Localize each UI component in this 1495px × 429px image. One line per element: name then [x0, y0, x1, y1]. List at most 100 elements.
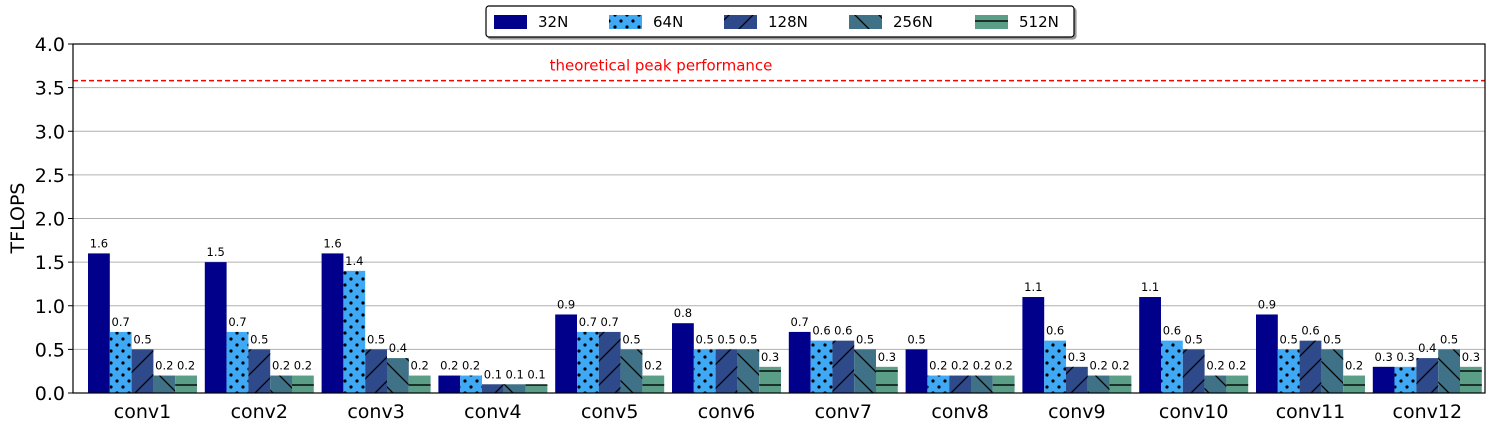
data-label: 0.5	[1440, 332, 1458, 346]
bar-conv4-32N	[438, 375, 461, 393]
bars	[88, 253, 1482, 393]
bar-hatch	[971, 375, 993, 393]
data-label: 0.5	[622, 332, 640, 346]
data-label: 0.2	[1090, 359, 1108, 373]
data-label: 0.2	[155, 359, 173, 373]
data-label: 0.3	[1396, 350, 1414, 364]
data-label: 0.3	[1462, 350, 1480, 364]
data-label: 0.6	[1301, 324, 1319, 338]
bar-hatch	[153, 375, 176, 393]
y-tick-label: 3.5	[35, 78, 65, 100]
bar-hatch	[598, 331, 621, 393]
reference-line-label: theoretical peak performance	[550, 57, 773, 75]
data-label: 0.8	[674, 306, 692, 320]
legend-swatch-hatch	[724, 15, 757, 29]
x-category-labels: conv1 conv2 conv3 conv4 conv5 conv6 conv7 conv8…	[114, 401, 1462, 423]
bar-hatch	[577, 331, 599, 393]
bar-hatch	[1460, 366, 1482, 393]
x-tick-label: conv8	[931, 401, 988, 423]
data-label: 0.2	[995, 359, 1013, 373]
data-label: 0.5	[1280, 332, 1298, 346]
data-label: 0.3	[761, 350, 779, 364]
x-tick-label: conv12	[1393, 401, 1463, 423]
data-label: 1.5	[207, 245, 225, 259]
bar-hatch	[832, 340, 855, 393]
data-label: 0.5	[856, 332, 874, 346]
bar-hatch	[927, 375, 950, 393]
bar-hatch	[1343, 375, 1365, 393]
legend-label: 64N	[653, 13, 683, 31]
bar-conv7-32N	[788, 331, 811, 393]
data-label: 0.9	[557, 297, 575, 311]
data-label: 0.5	[717, 332, 735, 346]
bar-conv12-32N	[1372, 366, 1395, 393]
x-tick-label: conv2	[231, 401, 288, 423]
data-label: 0.2	[644, 359, 662, 373]
y-tick-label: 0.5	[35, 339, 65, 361]
data-label: 0.5	[907, 332, 925, 346]
data-label: 0.2	[973, 359, 991, 373]
legend: 32N 64N 128N 256N 512N	[485, 5, 1075, 38]
bar-hatch	[525, 384, 548, 393]
bar-hatch	[343, 270, 366, 393]
data-label: 0.2	[177, 359, 195, 373]
data-label: 1.6	[323, 236, 341, 250]
data-label: 0.5	[367, 332, 385, 346]
x-tick-label: conv11	[1276, 401, 1346, 423]
data-label: 0.4	[389, 341, 407, 355]
legend-label: 32N	[538, 13, 568, 31]
bar-hatch	[1109, 375, 1132, 393]
x-tick-label: conv4	[464, 401, 521, 423]
bar-conv8-32N	[905, 349, 928, 393]
data-label: 0.2	[1228, 359, 1246, 373]
data-label: 1.1	[1024, 280, 1042, 294]
x-tick-label: conv7	[815, 401, 872, 423]
data-label: 0.6	[1163, 324, 1181, 338]
legend-label: 512N	[1019, 13, 1059, 31]
bar-hatch	[1087, 375, 1110, 393]
bar-hatch	[408, 375, 431, 393]
data-label: 0.2	[440, 359, 458, 373]
bar-hatch	[387, 358, 409, 393]
bar-hatch	[1299, 340, 1322, 393]
data-label: 0.7	[601, 315, 619, 329]
data-label: 0.5	[1323, 332, 1341, 346]
data-label: 0.2	[272, 359, 290, 373]
data-label: 1.6	[90, 236, 108, 250]
bar-conv2-32N	[204, 262, 227, 393]
y-axis-label: TFLOPS	[7, 183, 29, 255]
data-label: 0.2	[929, 359, 947, 373]
y-tick-label: 1.5	[35, 252, 65, 274]
data-label: 0.5	[250, 332, 268, 346]
data-label: 0.2	[1206, 359, 1224, 373]
data-label: 0.2	[462, 359, 480, 373]
bar-hatch	[270, 375, 292, 393]
bar-hatch	[1226, 375, 1249, 393]
bar-hatch	[876, 366, 898, 393]
bar-hatch	[226, 331, 249, 393]
y-tick-label: 2.0	[35, 209, 65, 231]
legend-frame	[485, 5, 1075, 38]
bar-hatch	[737, 349, 760, 393]
data-label: 0.5	[696, 332, 714, 346]
data-label: 0.6	[1046, 324, 1064, 338]
bar-hatch	[503, 384, 526, 393]
data-labels: 1.60.70.50.2 0.21.50.70.50.2 0.21.61.40.50…	[90, 236, 1480, 381]
bar-conv1-32N	[88, 253, 110, 393]
bar-hatch	[460, 375, 482, 393]
bar-hatch	[131, 349, 154, 393]
legend-swatch-hatch	[975, 15, 1008, 29]
bar-hatch	[109, 331, 132, 393]
data-label: 0.1	[506, 367, 524, 381]
x-tick-label: conv5	[581, 401, 638, 423]
bar-conv3-32N	[321, 253, 344, 393]
bar-hatch	[482, 384, 504, 393]
bar-hatch	[1416, 358, 1439, 393]
data-label: 0.7	[579, 315, 597, 329]
bar-conv6-32N	[672, 323, 694, 393]
bar-hatch	[1204, 375, 1227, 393]
data-label: 0.2	[1111, 359, 1129, 373]
legend-swatch-hatch	[609, 15, 642, 29]
x-tick-label: conv6	[698, 401, 755, 423]
